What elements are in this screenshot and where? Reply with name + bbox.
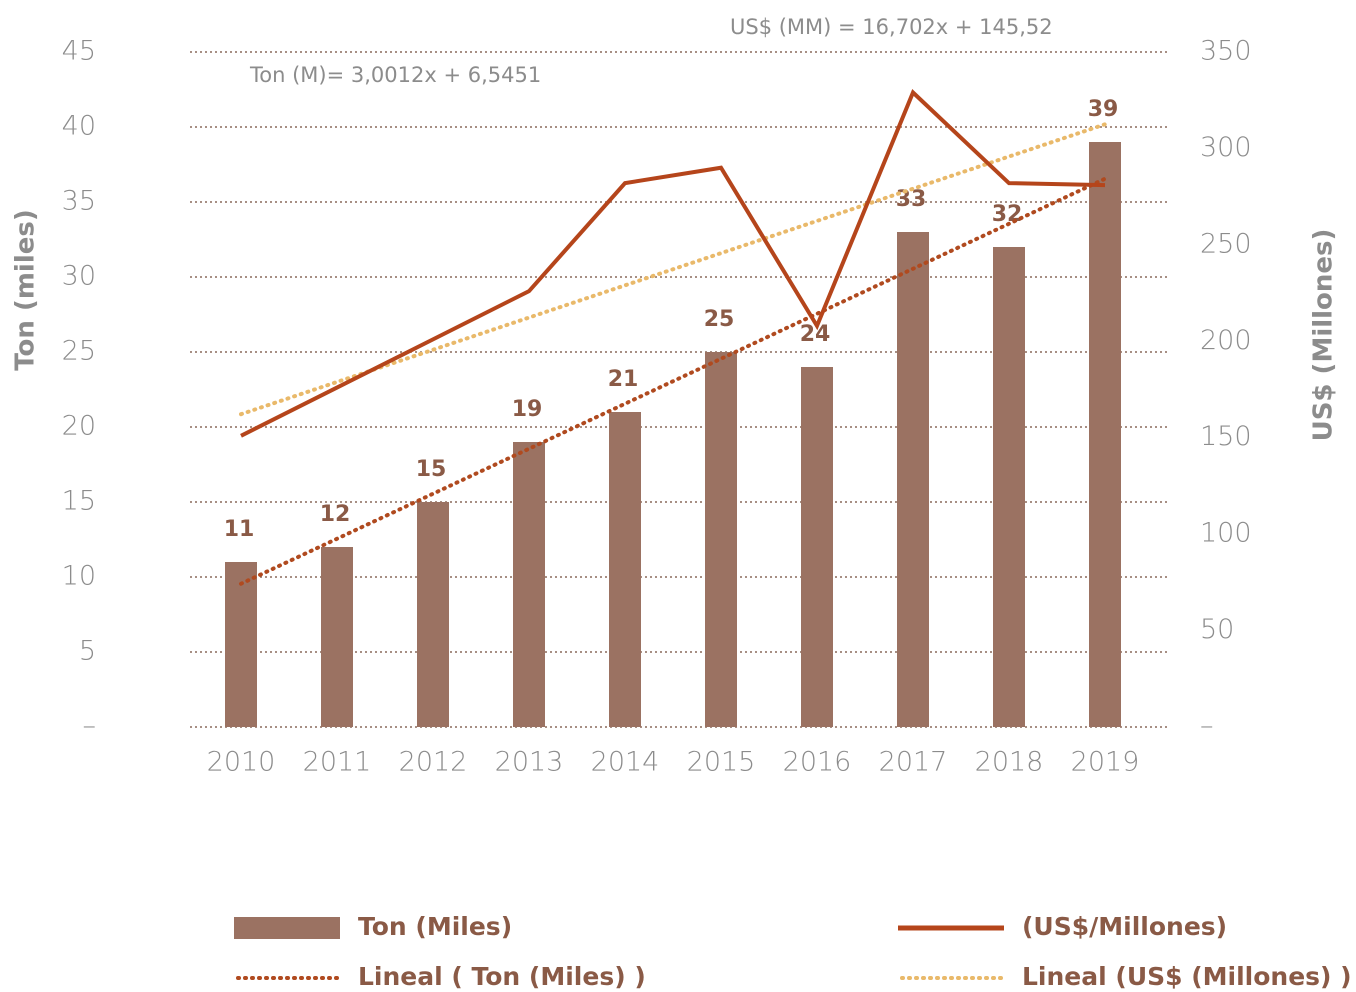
x-tick-label: 2011	[303, 747, 372, 778]
data-label: 25	[704, 307, 735, 332]
legend-label: Lineal (US$ (Millones) )	[1022, 962, 1352, 991]
y-tick-label: –	[83, 711, 97, 742]
bar	[801, 367, 833, 727]
y2-tick-label: 200	[1200, 325, 1252, 356]
y-axis-title: Ton (miles)	[11, 209, 41, 371]
x-tick-label: 2012	[399, 747, 468, 778]
trend-line	[239, 122, 1107, 417]
x-tick-label: 2014	[591, 747, 660, 778]
y-tick-label: 5	[79, 636, 96, 667]
y-tick-label: 10	[62, 561, 96, 592]
y-tick-label: 40	[62, 111, 96, 142]
x-tick-label: 2015	[687, 747, 756, 778]
x-tick-label: 2016	[783, 747, 852, 778]
bar	[609, 412, 641, 727]
y2-tick-label: 350	[1200, 36, 1252, 67]
data-label: 19	[512, 397, 543, 422]
y2-axis-title: US$ (Millones)	[1309, 229, 1339, 442]
annotation: Ton (M)= 3,0012x + 6,5451	[249, 63, 541, 87]
data-label: 11	[224, 517, 255, 542]
data-label: 39	[1088, 97, 1119, 122]
trend-line	[239, 176, 1107, 586]
y-tick-label: 45	[62, 36, 96, 67]
y-tick-label: 35	[62, 186, 96, 217]
bar	[225, 562, 257, 727]
annotation: US$ (MM) = 16,702x + 145,52	[730, 15, 1053, 39]
data-label: 12	[320, 502, 351, 527]
y2-tick-label: 100	[1200, 518, 1252, 549]
bar	[897, 232, 929, 727]
y-tick-label: 15	[62, 486, 96, 517]
bar	[513, 442, 545, 727]
y2-tick-label: 300	[1200, 132, 1252, 163]
x-tick-label: 2017	[879, 747, 948, 778]
y-tick-label: 30	[62, 261, 96, 292]
y2-tick-label: 50	[1200, 614, 1234, 645]
bar	[705, 352, 737, 727]
bar	[993, 247, 1025, 727]
line	[240, 89, 1106, 438]
bar	[417, 502, 449, 727]
legend-label: (US$/Millones)	[1022, 912, 1227, 941]
y2-tick-label: 150	[1200, 421, 1252, 452]
data-label: 21	[608, 367, 639, 392]
bar	[321, 547, 353, 727]
x-tick-label: 2018	[975, 747, 1044, 778]
x-tick-label: 2019	[1071, 747, 1140, 778]
y2-tick-label: 250	[1200, 228, 1252, 259]
data-label: 15	[416, 457, 447, 482]
legend-label: Lineal ( Ton (Miles) )	[358, 962, 646, 991]
y-tick-label: 20	[62, 411, 96, 442]
y2-tick-label: –	[1200, 711, 1214, 742]
legend-label: Ton (Miles)	[358, 912, 512, 941]
y-tick-label: 25	[62, 336, 96, 367]
legend-swatch	[234, 917, 340, 939]
x-tick-label: 2013	[495, 747, 564, 778]
bar	[1089, 142, 1121, 727]
x-tick-label: 2010	[207, 747, 276, 778]
